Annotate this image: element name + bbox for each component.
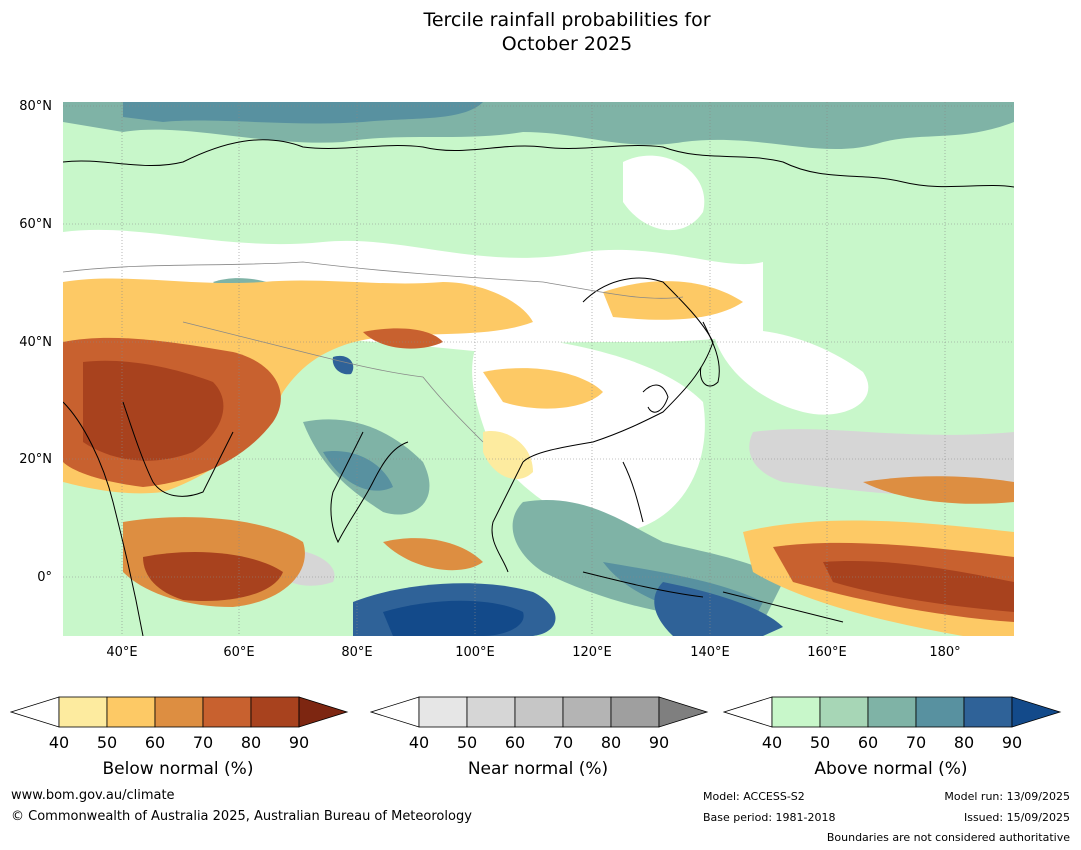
color-step [915,696,965,728]
lat-label-0: 0° [37,570,52,585]
color-step [466,696,516,728]
above-normal-color-steps [771,696,1013,728]
model-text: Model: ACCESS-S2 [703,790,805,803]
copyright-text: © Commonwealth of Australia 2025, Austra… [11,809,472,824]
near-normal-colorbar [370,696,709,728]
colorbar-tick-label: 80 [240,733,262,752]
lat-label-20n: 20°N [19,452,52,467]
above-normal-strong-areas [332,355,783,636]
coastlines [63,139,1014,636]
lon-label-60e: 60°E [223,645,255,660]
colorbar-tick-label: 60 [857,733,879,752]
colorbar-tick-label: 40 [408,733,430,752]
lat-label-60n: 60°N [19,217,52,232]
colorbar-tick-label: 70 [905,733,927,752]
probability-map [63,102,1014,636]
lon-label-40e: 40°E [106,645,138,660]
base-period-text: Base period: 1981-2018 [703,811,836,824]
color-step [867,696,917,728]
above-normal-colorbar [723,696,1062,728]
near-normal-color-steps [418,696,660,728]
colorbar-tick-label: 70 [192,733,214,752]
below-normal-label: Below normal (%) [102,759,254,779]
colorbar-tick-label: 90 [288,733,310,752]
color-step [58,696,108,728]
below-normal-colorbar [10,696,349,728]
title-line-1: Tercile rainfall probabilities for [423,9,711,31]
disclaimer-text: Boundaries are not considered authoritat… [826,831,1070,844]
lon-label-160e: 160°E [807,645,847,660]
color-step [202,696,252,728]
country-boundaries [63,261,684,443]
website-link[interactable]: www.bom.gov.au/climate [11,788,175,803]
colorbar-tick-label: 50 [96,733,118,752]
color-step [610,696,660,728]
title-line-2: October 2025 [501,33,633,55]
colorbar-tick-label: 50 [456,733,478,752]
model-run-text: Model run: 13/09/2025 [944,790,1070,803]
colorbar-tick-label: 90 [648,733,670,752]
lat-label-40n: 40°N [19,335,52,350]
color-step [154,696,204,728]
above-normal-label: Above normal (%) [814,759,968,779]
lon-label-100e: 100°E [455,645,495,660]
color-step [250,696,300,728]
color-step [562,696,612,728]
lat-label-80n: 80°N [19,99,52,114]
color-step [106,696,156,728]
color-step [819,696,869,728]
lon-label-140e: 140°E [690,645,730,660]
color-step [963,696,1013,728]
near-normal-label: Near normal (%) [467,759,609,779]
lon-label-80e: 80°E [341,645,373,660]
graticule [63,102,1014,636]
colorbar-tick-label: 40 [48,733,70,752]
near-normal-max-arrow [658,696,709,728]
color-step [418,696,468,728]
lon-label-120e: 120°E [572,645,612,660]
colorbar-tick-label: 80 [953,733,975,752]
above-normal-max-arrow [1011,696,1062,728]
below-normal-pacific-areas [743,476,1014,636]
colorbar-tick-label: 60 [504,733,526,752]
chart-title: Tercile rainfall probabilities for Octob… [0,8,1081,56]
colorbar-tick-label: 50 [809,733,831,752]
color-step [771,696,821,728]
colorbar-tick-label: 90 [1001,733,1023,752]
colorbar-tick-label: 80 [600,733,622,752]
colorbar-tick-label: 60 [144,733,166,752]
issued-text: Issued: 15/09/2025 [963,811,1070,824]
below-normal-max-arrow [298,696,349,728]
colorbar-tick-label: 70 [552,733,574,752]
below-normal-areas [63,278,743,607]
lon-label-180: 180° [929,645,961,660]
colorbar-tick-label: 40 [761,733,783,752]
color-step [514,696,564,728]
below-normal-color-steps [58,696,300,728]
